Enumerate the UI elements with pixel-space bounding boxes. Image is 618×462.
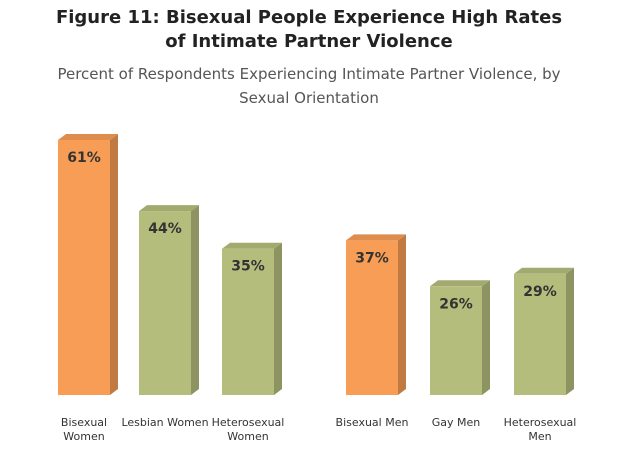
value-label: 29% [523,284,557,300]
value-label: 35% [231,259,265,275]
bar-side [274,242,282,395]
bar-side [482,280,490,395]
bar-top [430,280,490,287]
x-tick-label: Gay Men [431,416,481,429]
bar [346,234,406,395]
bar [58,134,118,395]
x-tick-label: Bisexual Men [335,416,409,429]
bar-side [191,205,199,395]
bar [430,280,490,395]
chart-subtitle: Percent of Respondents Experiencing Inti… [57,65,561,107]
value-label: 26% [439,296,473,312]
x-tick-label: Bisexual Women [60,416,108,443]
x-tick-label: Lesbian Women [121,416,209,429]
x-tick-label: Heterosexual Women [211,416,285,443]
bar-top [514,267,574,274]
bar-front [346,240,398,395]
bar-front [430,286,482,395]
x-tick-label: Heterosexual Men [503,416,577,443]
bar-top [58,134,118,140]
bar-front [58,140,110,395]
bar [222,242,282,395]
value-label: 44% [148,221,182,237]
bar-top [346,234,406,241]
bar-side [110,134,118,395]
bar [139,205,199,395]
bar-side [398,234,406,395]
bar-top [222,242,282,249]
value-label: 61% [67,150,101,166]
bar-top [139,205,199,212]
bar-front [139,211,191,395]
chart-title: Figure 11: Bisexual People Experience Hi… [55,7,563,52]
value-label: 37% [355,250,389,266]
bar-side [566,267,574,395]
bar [514,267,574,395]
bar-front [222,248,274,395]
bar-front [514,273,566,395]
